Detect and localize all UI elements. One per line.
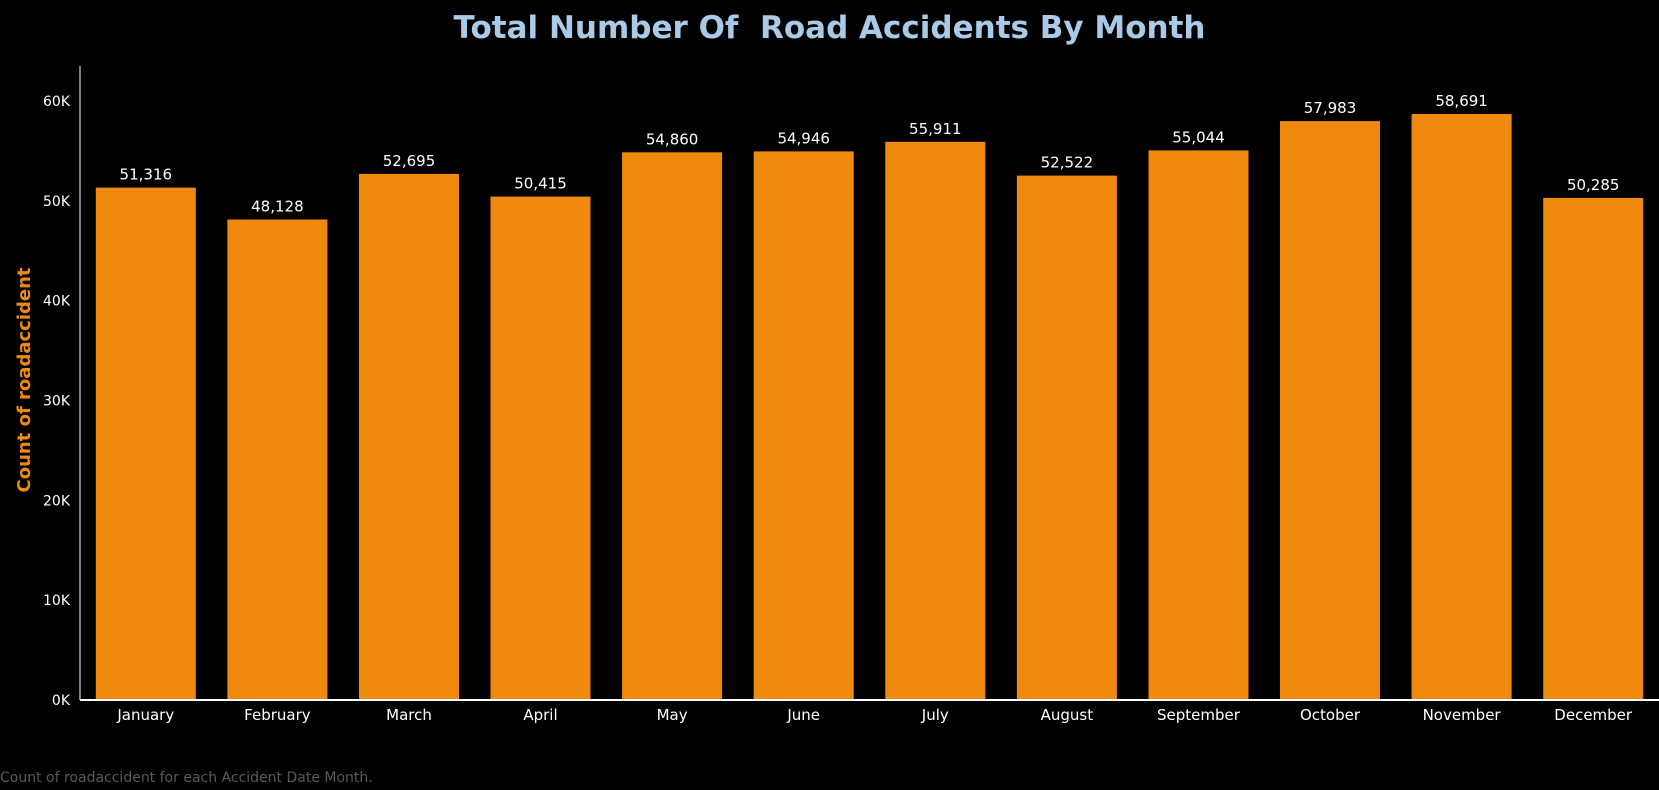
y-axis-ticks: 0K 10K 20K 30K 40K 50K 60K: [43, 94, 71, 709]
y-tick-label: 0K: [52, 693, 71, 709]
x-tick-label-january: January: [116, 706, 174, 724]
data-label-december: 50,285: [1567, 176, 1620, 194]
data-label-january: 51,316: [120, 166, 173, 184]
data-label-june: 54,946: [777, 129, 830, 147]
y-tick-label: 60K: [43, 94, 71, 110]
data-label-november: 58,691: [1435, 92, 1488, 110]
bar-july: [885, 141, 986, 701]
y-tick-label: 50K: [43, 194, 71, 210]
bar-march: [359, 173, 459, 700]
bar-october: [1280, 121, 1380, 701]
data-label-march: 52,695: [383, 152, 436, 170]
y-tick-label: 30K: [43, 394, 71, 410]
x-tick-label-august: August: [1041, 706, 1094, 724]
x-tick-label-february: February: [244, 706, 311, 724]
data-label-february: 48,128: [251, 198, 304, 216]
data-labels-layer: 51,316 48,128 52,695 50,415 54,860 54,946 55,9…: [120, 92, 1620, 216]
bar-may: [622, 152, 723, 701]
data-label-april: 50,415: [514, 175, 567, 193]
y-tick-label: 20K: [43, 493, 71, 509]
x-axis-categories: January February March April May June July Augu…: [116, 706, 1633, 724]
data-label-october: 57,983: [1304, 99, 1357, 117]
bar-april: [490, 196, 591, 700]
x-tick-label-november: November: [1423, 706, 1502, 724]
y-tick-label: 10K: [43, 593, 71, 609]
data-label-may: 54,860: [646, 130, 699, 148]
data-label-august: 52,522: [1041, 154, 1094, 172]
x-tick-label-december: December: [1554, 706, 1633, 724]
y-axis-title: Count of roadaccident: [14, 267, 35, 492]
x-tick-label-september: September: [1157, 706, 1241, 724]
bar-november: [1411, 114, 1512, 700]
data-label-september: 55,044: [1172, 128, 1225, 146]
x-tick-label-june: June: [786, 706, 820, 724]
x-tick-label-july: July: [921, 706, 949, 724]
bar-january: [95, 187, 196, 701]
chart-title: Total Number Of Road Accidents By Month: [453, 10, 1206, 46]
bar-june: [753, 151, 854, 700]
bar-august: [1016, 175, 1117, 701]
bar-february: [227, 219, 328, 700]
bar-december: [1543, 197, 1644, 700]
x-tick-label-march: March: [386, 706, 432, 724]
x-tick-label-october: October: [1300, 706, 1361, 724]
bar-september: [1148, 150, 1249, 700]
x-tick-label-april: April: [523, 706, 557, 724]
bars-layer: [95, 114, 1644, 701]
x-tick-label-may: May: [657, 706, 688, 724]
data-label-july: 55,911: [909, 120, 962, 138]
chart-caption: Count of roadaccident for each Accident …: [0, 770, 373, 786]
y-tick-label: 40K: [43, 294, 71, 310]
